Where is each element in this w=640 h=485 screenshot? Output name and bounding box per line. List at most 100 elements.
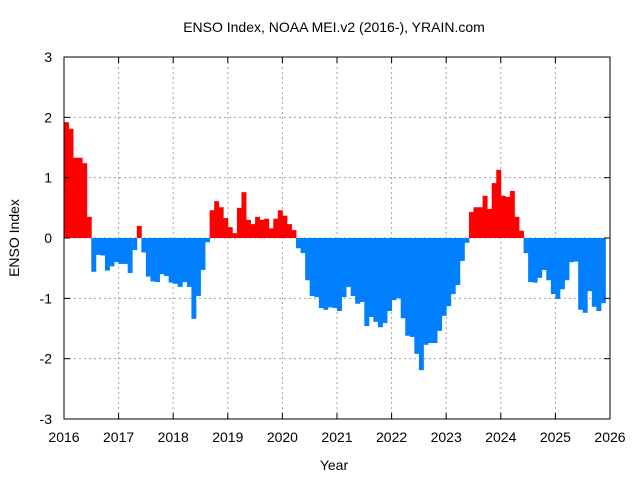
bar-2024-01 [500,195,506,238]
bar-2022-06 [414,238,420,354]
bar-2022-11 [437,238,443,331]
bar-2022-05 [409,238,415,337]
bar-2020-06 [305,238,311,281]
bar-2017-09 [155,238,160,283]
bar-2021-05 [355,238,361,304]
bar-2020-07 [309,238,315,296]
bar-2017-01 [118,238,124,264]
x-tick-label: 2025 [540,429,571,445]
bar-2025-02 [559,238,565,290]
bar-2022-02 [396,238,402,299]
bar-2024-03 [509,190,515,238]
bar-2025-10 [596,238,602,311]
bar-2023-12 [496,169,502,238]
bar-2021-11 [382,238,388,324]
y-tick-label: -2 [40,351,53,367]
bar-2024-12 [550,238,556,295]
bar-2025-04 [569,238,574,263]
bar-2017-10 [159,238,165,275]
bar-2019-10 [268,228,274,238]
bar-2016-05 [82,163,88,238]
bar-2023-09 [482,195,488,238]
bar-2025-08 [587,238,593,292]
bar-2019-07 [255,216,261,238]
bar-2021-01 [337,238,342,311]
bar-2023-11 [491,183,497,238]
bar-2016-10 [104,238,110,271]
bar-2022-07 [418,238,424,371]
chart-title: ENSO Index, NOAA MEI.v2 (2016-), YRAIN.c… [183,19,485,35]
bar-2017-05 [136,225,142,238]
bar-2019-11 [273,218,279,238]
bar-2019-02 [232,233,238,238]
bar-2019-12 [277,210,283,238]
bar-2025-07 [582,238,588,313]
bar-2019-06 [250,224,256,238]
bar-2019-01 [227,227,233,238]
bar-2020-12 [332,238,338,308]
bar-2020-03 [291,230,297,238]
y-tick-label: 2 [44,109,52,125]
ticks: 2016 2017 2018 2019 2020 2021 2022 2023 2024 2025… [40,49,626,445]
bar-2023-01 [446,238,452,307]
bar-2020-05 [300,238,306,254]
bar-2020-08 [314,238,320,298]
bar-2016-07 [91,238,97,272]
bar-2022-01 [391,238,397,301]
bar-2017-04 [132,238,138,251]
x-tick-label: 2018 [158,429,189,445]
bar-2019-09 [264,218,270,238]
bar-2016-12 [114,238,119,263]
bar-2018-02 [177,238,183,287]
bar-2016-03 [73,157,79,238]
bar-2018-01 [173,238,179,284]
bar-2016-08 [95,238,101,255]
bar-2018-11 [218,207,224,238]
bar-2023-08 [478,207,483,238]
bar-2023-05 [464,238,470,243]
bar-2022-08 [423,238,429,345]
bar-2018-09 [209,210,215,238]
bar-2021-02 [341,238,347,298]
bar-2022-10 [432,238,438,343]
y-tick-label: 3 [44,49,52,65]
bar-2021-09 [373,238,379,322]
bar-2020-04 [296,238,301,249]
x-tick-label: 2016 [48,429,79,445]
x-axis-label: Year [320,457,349,473]
bar-2025-03 [564,238,570,281]
bar-2024-10 [541,238,547,270]
bar-2020-09 [318,238,324,308]
bar-2022-09 [428,238,433,343]
bar-2016-01 [64,122,69,238]
bar-2016-11 [109,238,115,267]
bar-2021-03 [346,238,352,287]
bar-2023-07 [473,207,479,238]
bar-2019-05 [246,219,251,238]
bar-2018-12 [223,218,229,238]
bar-2018-04 [186,238,192,287]
bar-2023-06 [468,212,474,238]
bar-2019-08 [259,219,265,238]
x-tick-label: 2023 [431,429,462,445]
bar-2016-04 [77,157,83,238]
bar-2018-07 [200,238,206,270]
bar-2021-08 [368,238,374,318]
bar-2018-10 [214,201,220,238]
bar-2025-06 [578,238,584,310]
bar-2017-02 [123,238,129,264]
bar-2022-03 [400,238,406,319]
bar-2017-11 [164,238,170,277]
bar-2024-04 [514,216,520,238]
bar-2020-11 [327,238,333,308]
y-tick-label: -1 [40,290,53,306]
bar-2024-06 [523,238,529,254]
bar-2023-03 [455,238,461,286]
bar-2017-07 [145,238,151,277]
bar-2024-05 [519,230,524,238]
bar-2019-04 [241,192,247,238]
bar-2024-09 [537,238,543,278]
bar-2023-04 [459,238,465,261]
y-tick-label: 0 [44,230,52,246]
